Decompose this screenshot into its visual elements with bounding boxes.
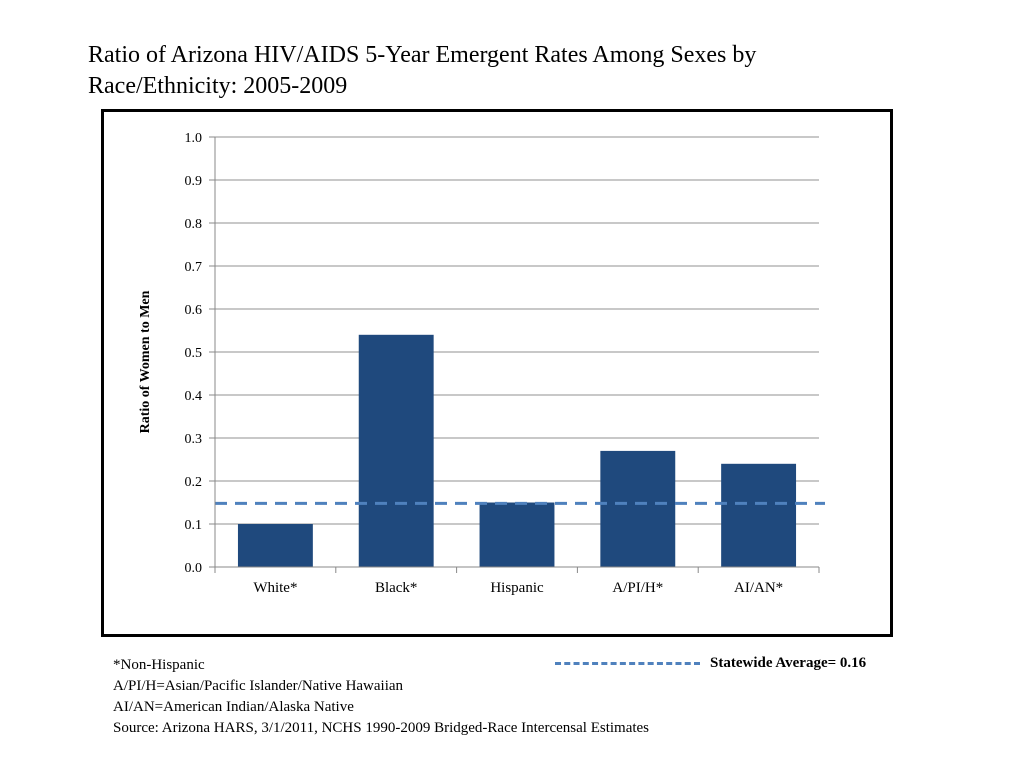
gridlines <box>215 136 819 525</box>
y-axis-label: Ratio of Women to Men <box>138 290 153 433</box>
y-tick-label: 0.7 <box>185 260 203 275</box>
bar-chart: 0.0 0.1 0.2 0.3 0.4 0.5 0.6 0.7 0.8 0.9 1.0 White*… <box>138 131 825 596</box>
bar-hispanic <box>479 502 555 567</box>
legend: Statewide Average= 0.16 <box>555 655 866 672</box>
x-tick-label: Hispanic <box>490 580 544 596</box>
chart-title: Ratio of Arizona HIV/AIDS 5-Year Emergen… <box>88 40 888 102</box>
x-tick-label: Black* <box>375 580 418 596</box>
y-tick-label: 1.0 <box>185 131 203 146</box>
y-tick-label: 0.1 <box>185 518 203 533</box>
footnote-non-hispanic: *Non-Hispanic <box>113 657 205 673</box>
bar-black <box>358 334 434 567</box>
x-tick-label: A/PI/H* <box>612 580 663 596</box>
legend-label: Statewide Average= 0.16 <box>710 655 867 671</box>
bar-ai-an <box>721 463 797 567</box>
x-tick-labels: White* Black* Hispanic A/PI/H* AI/AN* <box>253 580 783 596</box>
axes <box>209 136 820 573</box>
bars <box>237 334 797 567</box>
y-tick-labels: 0.0 0.1 0.2 0.3 0.4 0.5 0.6 0.7 0.8 0.9 1.0 <box>185 131 203 576</box>
y-tick-label: 0.6 <box>185 303 203 318</box>
footnote-source: Source: Arizona HARS, 3/1/2011, NCHS 199… <box>113 720 650 736</box>
x-tick-label: White* <box>253 580 297 596</box>
footnote-apih: A/PI/H=Asian/Pacific Islander/Native Haw… <box>113 678 404 694</box>
chart-frame: 0.0 0.1 0.2 0.3 0.4 0.5 0.6 0.7 0.8 0.9 1.0 White*… <box>101 109 893 637</box>
chart-title-line-2: Race/Ethnicity: 2005-2009 <box>88 73 348 99</box>
bar-a-pi-h <box>600 450 676 567</box>
y-tick-label: 0.0 <box>185 561 203 576</box>
chart-title-line-1: Ratio of Arizona HIV/AIDS 5-Year Emergen… <box>88 42 757 68</box>
y-tick-label: 0.2 <box>185 475 203 490</box>
y-tick-label: 0.8 <box>185 217 203 232</box>
legend-dashed-line <box>555 662 700 665</box>
x-tick-label: AI/AN* <box>734 580 783 596</box>
y-tick-label: 0.3 <box>185 432 203 447</box>
bar-white <box>237 524 313 567</box>
footnote-aian: AI/AN=American Indian/Alaska Native <box>113 699 354 715</box>
y-tick-label: 0.5 <box>185 346 203 361</box>
y-tick-label: 0.9 <box>185 174 203 189</box>
footnotes: *Non-Hispanic A/PI/H=Asian/Pacific Islan… <box>113 655 649 739</box>
y-tick-label: 0.4 <box>185 389 203 404</box>
